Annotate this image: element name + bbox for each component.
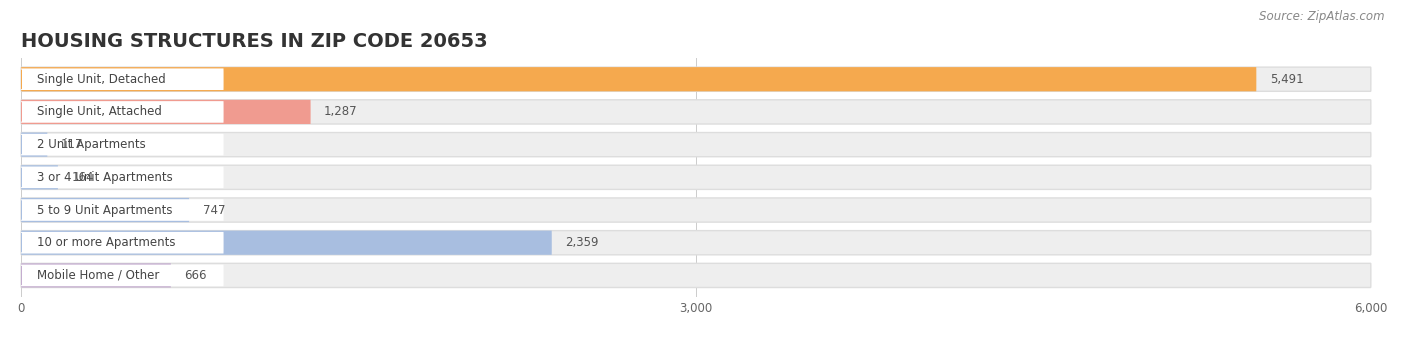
FancyBboxPatch shape	[21, 101, 224, 123]
FancyBboxPatch shape	[21, 67, 1257, 91]
Text: 5 to 9 Unit Apartments: 5 to 9 Unit Apartments	[38, 204, 173, 217]
Text: 2 Unit Apartments: 2 Unit Apartments	[38, 138, 146, 151]
Text: Single Unit, Attached: Single Unit, Attached	[38, 105, 162, 118]
Text: 1,287: 1,287	[325, 105, 357, 118]
FancyBboxPatch shape	[21, 199, 224, 221]
FancyBboxPatch shape	[21, 198, 190, 222]
Text: 2,359: 2,359	[565, 236, 599, 249]
FancyBboxPatch shape	[21, 100, 311, 124]
FancyBboxPatch shape	[21, 69, 224, 90]
FancyBboxPatch shape	[21, 232, 224, 253]
FancyBboxPatch shape	[21, 134, 224, 155]
Text: 666: 666	[184, 269, 207, 282]
FancyBboxPatch shape	[21, 133, 48, 157]
FancyBboxPatch shape	[21, 133, 1371, 157]
Text: Single Unit, Detached: Single Unit, Detached	[38, 73, 166, 86]
FancyBboxPatch shape	[21, 231, 551, 255]
Text: 747: 747	[202, 204, 225, 217]
FancyBboxPatch shape	[21, 67, 1371, 91]
Text: 5,491: 5,491	[1270, 73, 1303, 86]
FancyBboxPatch shape	[21, 231, 1371, 255]
Text: 3 or 4 Unit Apartments: 3 or 4 Unit Apartments	[38, 171, 173, 184]
FancyBboxPatch shape	[21, 265, 224, 286]
Text: 117: 117	[60, 138, 83, 151]
Text: Mobile Home / Other: Mobile Home / Other	[38, 269, 160, 282]
Text: 10 or more Apartments: 10 or more Apartments	[38, 236, 176, 249]
Text: 164: 164	[72, 171, 94, 184]
FancyBboxPatch shape	[21, 263, 1371, 287]
FancyBboxPatch shape	[21, 100, 1371, 124]
FancyBboxPatch shape	[21, 263, 172, 287]
FancyBboxPatch shape	[21, 198, 1371, 222]
FancyBboxPatch shape	[21, 165, 1371, 189]
Text: Source: ZipAtlas.com: Source: ZipAtlas.com	[1260, 10, 1385, 23]
FancyBboxPatch shape	[21, 166, 224, 188]
FancyBboxPatch shape	[21, 165, 58, 189]
Text: HOUSING STRUCTURES IN ZIP CODE 20653: HOUSING STRUCTURES IN ZIP CODE 20653	[21, 32, 488, 51]
